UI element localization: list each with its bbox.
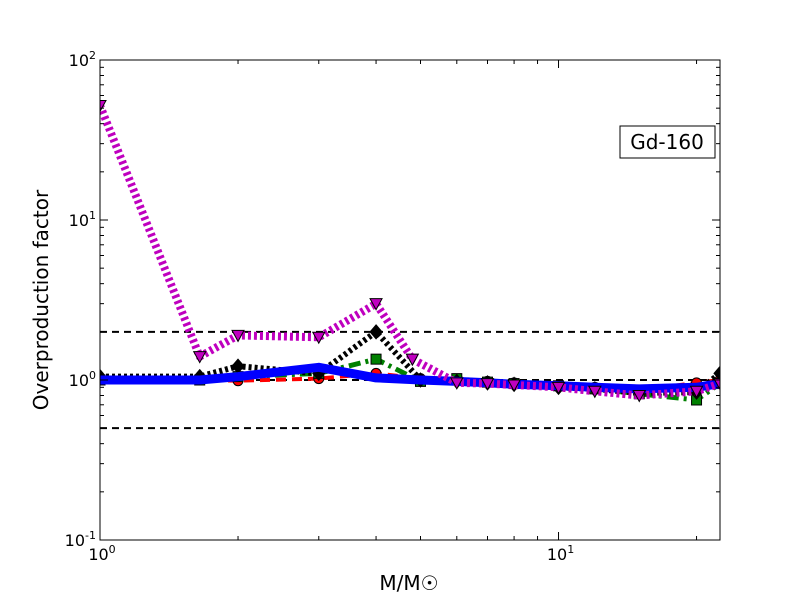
data-point (551, 381, 566, 395)
data-point (480, 378, 495, 391)
data-point (100, 99, 107, 113)
annotation-box: Gd-160 (619, 125, 716, 159)
y-tick-label: 102 (69, 49, 96, 70)
data-point (689, 385, 704, 399)
ticks-layer (99, 59, 720, 541)
data-point (713, 378, 720, 391)
series-line-3 (100, 362, 720, 394)
data-point (507, 379, 521, 393)
series-3 (100, 362, 720, 394)
plot-frame (99, 59, 721, 541)
data-point (632, 390, 647, 403)
data-point (370, 353, 382, 365)
y-tick-label: 100 (69, 369, 96, 390)
data-point (449, 377, 464, 390)
y-tick-label: 10-1 (65, 529, 96, 550)
data-point (369, 298, 383, 311)
x-axis-title: M/M☉ (379, 571, 438, 595)
annotation-frame (619, 125, 716, 159)
data-point (231, 329, 245, 343)
x-tick-label: 101 (547, 543, 574, 564)
reference-lines (100, 330, 720, 430)
data-point (587, 385, 602, 399)
series-4 (100, 99, 720, 403)
data-point (713, 365, 720, 382)
y-tick-label: 101 (69, 209, 96, 230)
data-point (405, 353, 420, 367)
data-point (369, 324, 383, 340)
y-axis-title: Overproduction factor (29, 189, 53, 410)
data-point (192, 351, 207, 364)
plot-area (100, 60, 720, 540)
series-layer (100, 99, 720, 406)
annotation-label: Gd-160 (630, 130, 704, 154)
x-tick-label: 100 (88, 543, 115, 564)
data-point (311, 331, 326, 345)
